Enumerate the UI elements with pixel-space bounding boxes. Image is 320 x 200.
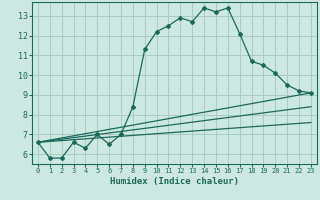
X-axis label: Humidex (Indice chaleur): Humidex (Indice chaleur) <box>110 177 239 186</box>
